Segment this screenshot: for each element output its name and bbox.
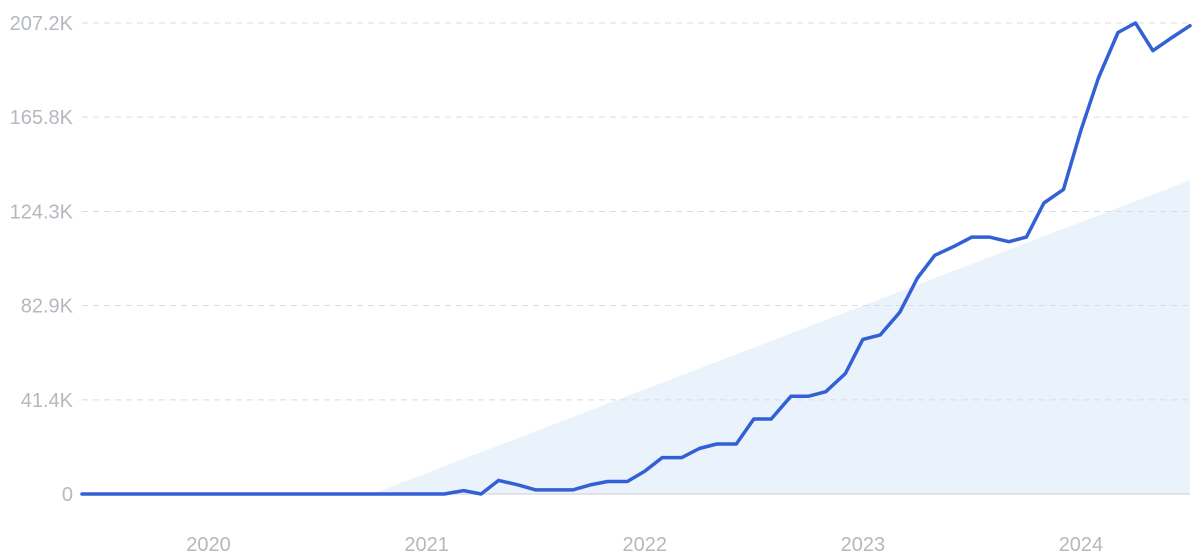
data-point (643, 469, 647, 473)
y-tick-label: 165.8K (10, 107, 74, 129)
data-point (1116, 31, 1120, 35)
data-point (479, 492, 483, 496)
data-point (1007, 240, 1011, 244)
data-point (843, 372, 847, 376)
data-point (789, 394, 793, 398)
x-tick-label: 2022 (622, 534, 667, 556)
data-point (680, 456, 684, 460)
data-point (1171, 35, 1175, 39)
series-line (80, 21, 1192, 496)
x-tick-label: 2021 (404, 534, 449, 556)
data-point (769, 417, 773, 421)
data-point (933, 253, 937, 257)
data-point (861, 337, 865, 341)
data-point (878, 333, 882, 337)
y-tick-label: 207.2K (10, 13, 74, 35)
data-point (987, 235, 991, 239)
data-point (1096, 76, 1100, 80)
data-point (915, 276, 919, 280)
data-point (952, 244, 956, 248)
data-point (516, 483, 520, 487)
data-point (1062, 187, 1066, 191)
data-point (152, 492, 156, 496)
data-point (1151, 49, 1155, 53)
data-point (970, 235, 974, 239)
trend-area (372, 180, 1191, 495)
data-point (551, 488, 555, 492)
x-tick-label: 2020 (186, 534, 231, 556)
data-point (625, 480, 629, 484)
data-point (534, 488, 538, 492)
data-point (660, 456, 664, 460)
x-tick-label: 2023 (841, 534, 886, 556)
y-tick-label: 82.9K (21, 296, 74, 318)
data-point (425, 492, 429, 496)
data-point (697, 447, 701, 451)
data-point (497, 478, 501, 482)
data-point (824, 390, 828, 394)
data-point (752, 417, 756, 421)
data-point (806, 394, 810, 398)
data-point (370, 492, 374, 496)
y-tick-label: 41.4K (21, 390, 74, 412)
data-point (442, 492, 446, 496)
data-point (1188, 24, 1192, 28)
y-tick-label: 124.3K (10, 201, 74, 223)
data-point (462, 489, 466, 493)
y-tick-label: 0 (62, 484, 73, 506)
data-point (80, 492, 84, 496)
data-point (606, 480, 610, 484)
data-point (1024, 235, 1028, 239)
data-point (224, 492, 228, 496)
data-point (571, 488, 575, 492)
data-point (734, 442, 738, 446)
data-point (715, 442, 719, 446)
data-point (588, 483, 592, 487)
data-point (1042, 201, 1046, 205)
data-point (298, 492, 302, 496)
data-point (898, 310, 902, 314)
data-point (1079, 128, 1083, 132)
data-point (1134, 21, 1138, 25)
x-tick-label: 2024 (1059, 534, 1104, 556)
